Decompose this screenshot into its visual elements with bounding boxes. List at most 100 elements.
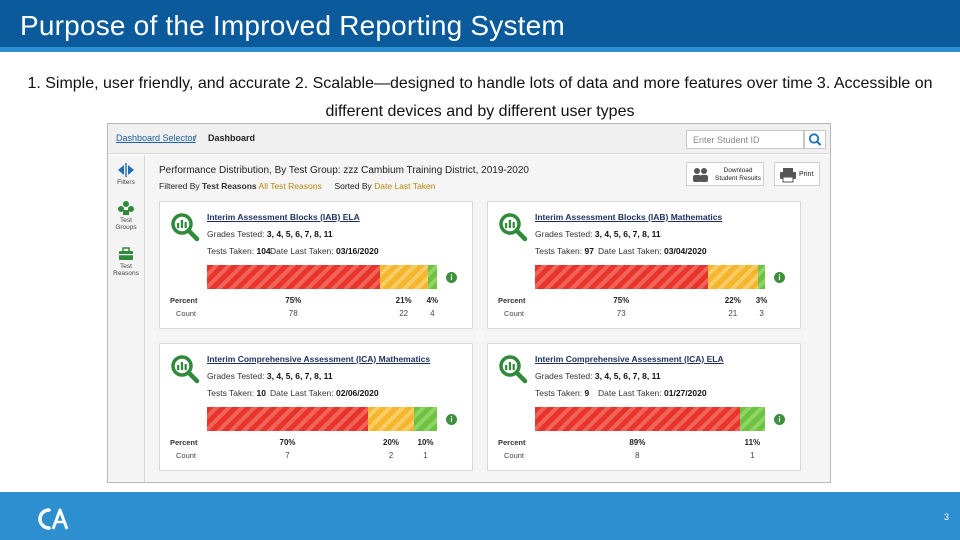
grades-value: 3, 4, 5, 6, 7, 8, 11 xyxy=(266,229,333,239)
date-last-taken-value: 03/16/2020 xyxy=(336,246,379,256)
performance-bar[interactable] xyxy=(535,407,765,431)
printer-icon xyxy=(780,168,796,183)
slide-title: Purpose of the Improved Reporting System xyxy=(20,10,565,41)
info-icon[interactable]: i xyxy=(774,414,785,425)
percent-value: 11% xyxy=(744,438,761,447)
student-id-input[interactable] xyxy=(686,130,804,149)
card-date-last-taken: Date Last Taken: 01/27/2020 xyxy=(598,388,707,398)
download-student-results-button[interactable]: Download Student Results xyxy=(686,162,764,186)
count-row-label: Count xyxy=(176,309,197,318)
info-icon[interactable]: i xyxy=(446,272,457,283)
test-group-card[interactable]: Interim Comprehensive Assessment (ICA) M… xyxy=(159,343,473,471)
bar-segment-above[interactable] xyxy=(739,407,765,431)
count-row-label: Count xyxy=(504,309,525,318)
tests-taken-value: 104 xyxy=(256,246,271,256)
card-tests-taken: Tests Taken: 104 xyxy=(207,246,271,256)
rail-test-reasons-label-2: Reasons xyxy=(113,270,139,277)
tests-taken-value: 9 xyxy=(584,388,590,398)
bar-segment-below[interactable] xyxy=(207,265,380,289)
breadcrumb-separator: / xyxy=(194,133,197,143)
count-row-label: Count xyxy=(176,451,197,460)
percent-value: 20% xyxy=(382,438,400,447)
magnifier-chart-icon xyxy=(171,213,200,242)
count-value: 21 xyxy=(728,309,738,318)
grades-label: Grades Tested: xyxy=(535,229,593,239)
rail-test-reasons-label-1: Test xyxy=(120,263,132,270)
bar-segment-above[interactable] xyxy=(427,265,437,289)
info-icon[interactable]: i xyxy=(774,272,785,283)
count-value: 7 xyxy=(285,451,290,460)
count-value: 1 xyxy=(423,451,428,460)
bar-segment-near[interactable] xyxy=(707,265,759,289)
date-last-taken-value: 01/27/2020 xyxy=(664,388,707,398)
magnifier-chart-icon xyxy=(499,213,528,242)
download-line2: Student Results xyxy=(715,175,761,182)
percent-value: 21% xyxy=(395,296,412,305)
print-button[interactable]: Print xyxy=(774,162,820,186)
filter-value[interactable]: All Test Reasons xyxy=(258,181,322,191)
count-row-label: Count xyxy=(504,451,525,460)
card-tests-taken: Tests Taken: 97 xyxy=(535,246,594,256)
grades-label: Grades Tested: xyxy=(535,371,593,381)
performance-bar[interactable] xyxy=(207,407,437,431)
percent-row-label: Percent xyxy=(498,296,526,305)
sorted-by-label: Sorted By xyxy=(334,181,372,191)
card-tests-taken: Tests Taken: 9 xyxy=(535,388,589,398)
tests-taken-label: Tests Taken: xyxy=(207,246,255,256)
card-date-last-taken: Date Last Taken: 03/16/2020 xyxy=(270,246,379,256)
filter-summary: Filtered By Test Reasons All Test Reason… xyxy=(159,181,435,191)
percent-row-label: Percent xyxy=(498,438,526,447)
date-last-taken-label: Date Last Taken: xyxy=(598,246,662,256)
tests-taken-label: Tests Taken: xyxy=(535,388,583,398)
performance-bar[interactable] xyxy=(207,265,437,289)
card-title[interactable]: Interim Assessment Blocks (IAB) Mathemat… xyxy=(535,212,723,222)
magnifier-chart-icon xyxy=(171,355,200,384)
test-group-card[interactable]: Interim Assessment Blocks (IAB) Mathemat… xyxy=(487,201,801,329)
magnifier-chart-icon xyxy=(499,355,528,384)
date-last-taken-value: 02/06/2020 xyxy=(336,388,379,398)
test-group-card[interactable]: Interim Comprehensive Assessment (ICA) E… xyxy=(487,343,801,471)
percent-value: 3% xyxy=(755,296,768,305)
bar-segment-near[interactable] xyxy=(379,265,428,289)
sort-value[interactable]: Date Last Taken xyxy=(374,181,436,191)
grades-label: Grades Tested: xyxy=(207,229,265,239)
date-last-taken-label: Date Last Taken: xyxy=(598,388,662,398)
breadcrumb-dashboard-selector[interactable]: Dashboard Selector xyxy=(116,133,196,143)
rail-filters-label: Filters xyxy=(117,179,135,186)
tests-taken-label: Tests Taken: xyxy=(535,246,583,256)
date-last-taken-value: 03/04/2020 xyxy=(664,246,707,256)
card-title[interactable]: Interim Comprehensive Assessment (ICA) E… xyxy=(535,354,724,364)
percent-row-label: Percent xyxy=(170,438,198,447)
card-title[interactable]: Interim Comprehensive Assessment (ICA) M… xyxy=(207,354,431,364)
cambium-logo-icon xyxy=(38,508,69,530)
bar-segment-below[interactable] xyxy=(207,407,368,431)
card-tests-taken: Tests Taken: 10 xyxy=(207,388,266,398)
search-button[interactable] xyxy=(804,130,826,149)
rail-test-groups-label-2: Groups xyxy=(115,224,137,231)
grades-label: Grades Tested: xyxy=(207,371,265,381)
performance-bar[interactable] xyxy=(535,265,765,289)
grades-value: 3, 4, 5, 6, 7, 8, 11 xyxy=(266,371,333,381)
filter-arrows-icon xyxy=(118,163,134,177)
toolbox-icon xyxy=(119,247,133,260)
info-icon[interactable]: i xyxy=(446,414,457,425)
card-date-last-taken: Date Last Taken: 02/06/2020 xyxy=(270,388,379,398)
count-value: 1 xyxy=(750,451,755,460)
dashboard-screenshot: Dashboard Selector / Dashboard Filters xyxy=(107,123,831,483)
grades-value: 3, 4, 5, 6, 7, 8, 11 xyxy=(594,371,661,381)
bar-segment-below[interactable] xyxy=(535,407,740,431)
breadcrumb-current: Dashboard xyxy=(208,133,256,143)
rail-test-reasons[interactable]: Test Reasons xyxy=(108,243,144,287)
date-last-taken-label: Date Last Taken: xyxy=(270,388,334,398)
test-group-card[interactable]: Interim Assessment Blocks (IAB) ELA Grade… xyxy=(159,201,473,329)
bar-segment-above[interactable] xyxy=(758,265,765,289)
tests-taken-value: 97 xyxy=(584,246,594,256)
percent-value: 89% xyxy=(629,438,646,447)
card-title[interactable]: Interim Assessment Blocks (IAB) ELA xyxy=(207,212,360,222)
bar-segment-near[interactable] xyxy=(368,407,414,431)
rail-test-groups[interactable]: Test Groups xyxy=(108,197,144,241)
bar-segment-below[interactable] xyxy=(535,265,708,289)
bar-segment-above[interactable] xyxy=(414,407,437,431)
dashboard-main: Performance Distribution, By Test Group:… xyxy=(146,155,830,482)
rail-filters[interactable]: Filters xyxy=(108,159,144,203)
